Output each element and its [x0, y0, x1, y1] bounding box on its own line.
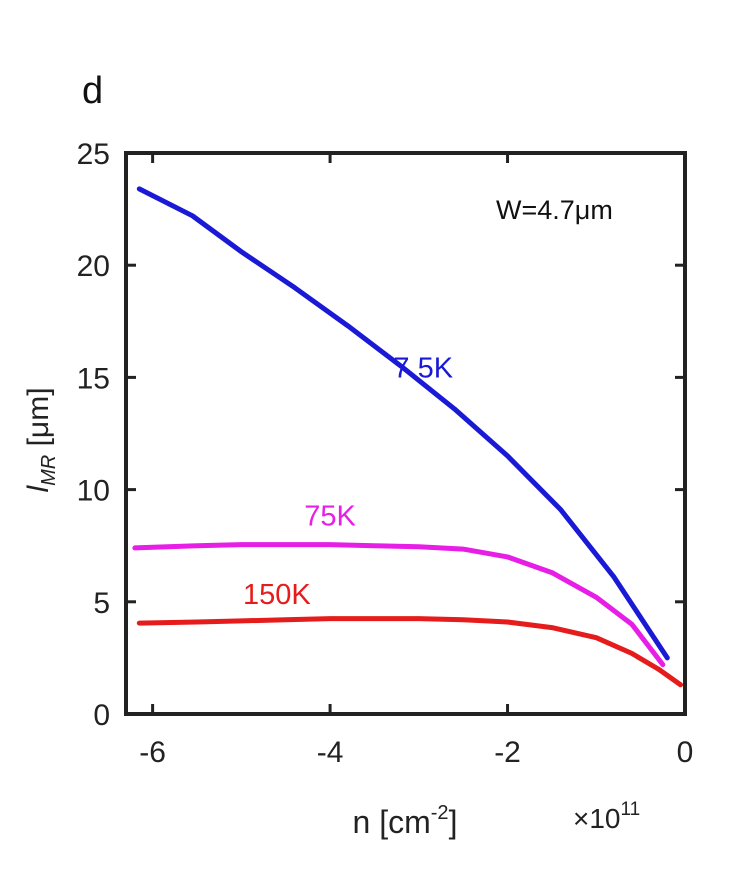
x-axis-multiplier: ×1011 — [573, 799, 640, 834]
tick-layer: -6 -4 -2 0 0 5 10 15 20 25 — [77, 138, 694, 769]
x-tick-label: 0 — [677, 736, 694, 769]
y-axis-label-unit: [μm] — [22, 387, 55, 454]
x-axis-label-main: n [cm — [353, 804, 431, 840]
x-tick-label: -2 — [494, 736, 521, 769]
y-tick-label: 5 — [93, 587, 110, 620]
x-axis-multiplier-exponent: 11 — [621, 799, 641, 820]
series-layer — [132, 186, 684, 688]
axes-box — [124, 151, 687, 716]
x-axis-label-superscript: -2 — [431, 802, 449, 824]
series-label-150k: 150K — [243, 579, 311, 611]
x-tick-label: -4 — [317, 736, 344, 769]
plot-area: -6 -4 -2 0 0 5 10 15 20 25 7.5K 75K 150K — [77, 138, 694, 769]
y-tick-label: 25 — [77, 138, 110, 171]
y-tick-label: 15 — [77, 362, 110, 395]
y-axis-label-subscript: MR — [38, 455, 60, 486]
y-tick-label: 0 — [93, 699, 110, 732]
annotation-width: W=4.7μm — [496, 195, 613, 225]
y-tick-label: 10 — [77, 475, 110, 508]
x-axis-label: n [cm-2] — [353, 802, 458, 840]
series-line-75k — [132, 542, 666, 668]
x-tick-label: -6 — [139, 736, 166, 769]
series-label-7.5k: 7.5K — [393, 352, 453, 384]
series-label-layer: 7.5K 75K 150K — [243, 352, 454, 611]
panel-label: d — [82, 70, 103, 112]
y-axis-label-main: l — [22, 485, 55, 493]
x-axis-label-close: ] — [449, 804, 458, 840]
series-line-150k — [136, 616, 684, 688]
x-axis-multiplier-base: ×10 — [573, 803, 621, 834]
series-line-7.5k — [136, 186, 670, 661]
y-tick-label: 20 — [77, 250, 110, 283]
y-axis-label: lMR [μm] — [22, 387, 60, 492]
series-label-75k: 75K — [304, 501, 356, 533]
